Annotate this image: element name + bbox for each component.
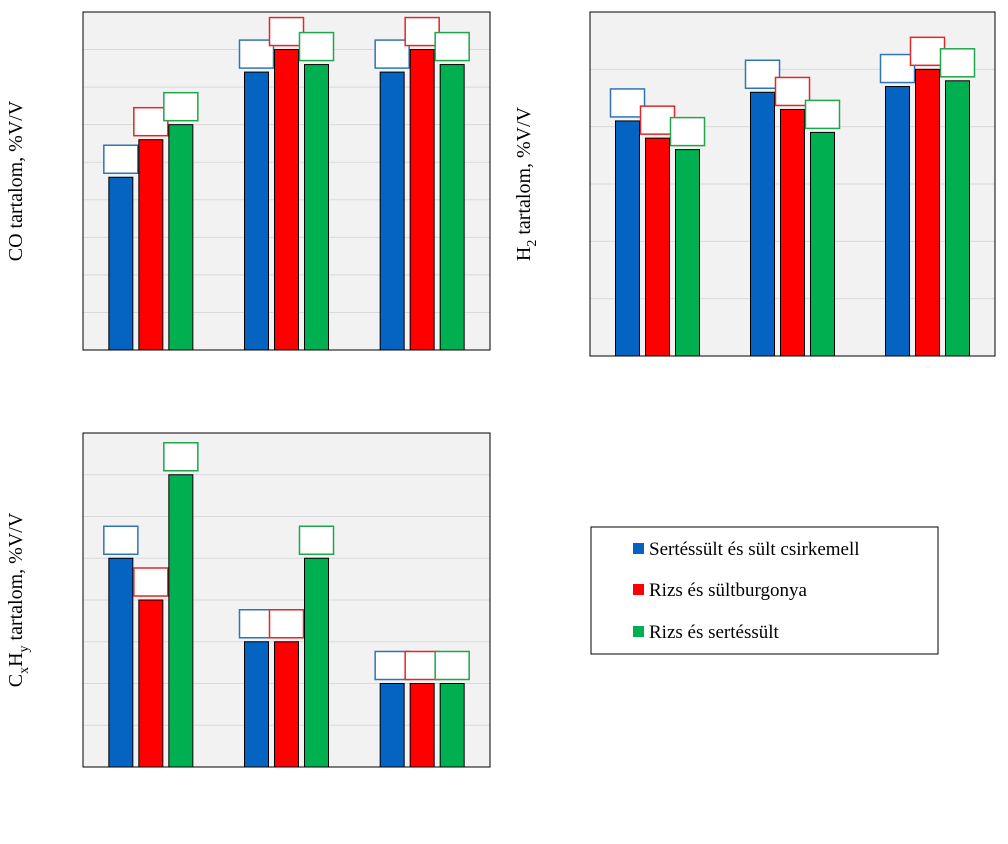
h2-data-label-box	[909, 36, 946, 67]
co-bar-900-series-3	[439, 64, 465, 351]
cxhy-data-label-box	[163, 442, 199, 472]
h2-bar-900-series-3	[945, 80, 970, 357]
h2-bar-900-series-2	[915, 68, 940, 357]
cxhy-bar-725-series-3	[304, 557, 329, 768]
h2-data-label-box	[669, 116, 706, 147]
h2-data-label-box	[639, 105, 676, 135]
cxhy-data-label-box	[133, 567, 169, 597]
co-data-label-box	[374, 39, 410, 69]
co-plot-frame	[82, 11, 491, 351]
cxhy-y-title-rest: tartalom, %V/V	[5, 512, 27, 645]
co-bar-725-series-2	[274, 49, 299, 351]
co-data-label-box	[163, 91, 199, 122]
cxhy-y-title-main2: H	[5, 652, 27, 666]
h2-y-axis-title: H2 tartalom, %V/V	[513, 106, 540, 261]
h2-bar-650-series-1	[615, 120, 640, 357]
co-chart: CO tartalom, %V/V	[5, 11, 491, 351]
co-bar-650-series-1	[108, 176, 134, 351]
cxhy-bar-650-series-3	[168, 474, 194, 768]
cxhy-y-title-main: C	[5, 674, 27, 687]
cxhy-data-label-box	[268, 609, 305, 639]
cxhy-data-label-box	[103, 525, 139, 555]
h2-data-label-box	[744, 59, 781, 90]
co-data-label-box	[238, 39, 275, 69]
legend-swatch-series-1	[633, 543, 644, 554]
co-data-label-box	[103, 144, 139, 174]
h2-bar-650-series-2	[645, 137, 670, 357]
co-bar-725-series-3	[304, 64, 329, 351]
co-data-label-box	[404, 16, 440, 47]
co-bar-650-series-3	[168, 124, 194, 351]
h2-bar-725-series-1	[750, 91, 775, 357]
cxhy-bar-900-series-3	[439, 683, 465, 768]
co-bar-900-series-2	[409, 49, 435, 351]
cxhy-data-label-box	[434, 650, 470, 681]
h2-data-label-box	[939, 48, 976, 78]
co-data-label-box	[434, 31, 470, 62]
legend-label-series-1: Sertéssült és sült csirkemell	[649, 539, 860, 560]
h2-y-title-sub: 2	[525, 240, 540, 247]
legend-frame	[590, 526, 939, 655]
h2-data-label-box	[879, 53, 916, 84]
co-bar-900-series-1	[379, 71, 405, 351]
cxhy-bar-650-series-1	[108, 557, 134, 768]
cxhy-plot-frame	[82, 432, 491, 768]
co-data-label-box	[133, 106, 169, 137]
h2-y-title-main: H	[513, 247, 535, 261]
h2-bar-725-series-2	[780, 108, 805, 357]
cxhy-data-label-box	[404, 650, 440, 681]
h2-data-label-box	[609, 88, 646, 118]
h2-data-label-box	[804, 99, 841, 130]
cxhy-data-label-box	[238, 609, 275, 639]
cxhy-y-title-sub2: y	[17, 645, 32, 652]
legend-swatch-series-3	[633, 626, 644, 637]
h2-bar-900-series-1	[885, 86, 910, 357]
cxhy-bar-725-series-1	[244, 641, 269, 768]
cxhy-bar-900-series-1	[379, 683, 405, 768]
legend-label-series-2: Rizs és sültburgonya	[649, 580, 808, 601]
cxhy-data-label-box	[298, 525, 335, 555]
cxhy-y-title-sub: x	[17, 667, 32, 674]
h2-bar-650-series-3	[675, 149, 700, 357]
h2-chart: H2 tartalom, %V/V	[513, 11, 996, 357]
legend-label-series-3: Rizs és sertéssült	[649, 622, 780, 643]
legend-swatch-series-2	[633, 584, 644, 595]
legend: Sertéssült és sült csirkemell Rizs és sü…	[590, 526, 939, 655]
co-y-axis-title: CO tartalom, %V/V	[5, 100, 27, 261]
h2-plot-frame	[589, 11, 996, 357]
cxhy-bar-725-series-2	[274, 641, 299, 768]
cxhy-chart: CxHy tartalom, %V/V	[5, 432, 491, 768]
h2-bar-725-series-3	[810, 131, 835, 357]
co-data-label-box	[298, 31, 335, 62]
h2-data-label-box	[774, 76, 811, 107]
h2-y-title-rest: tartalom, %V/V	[513, 106, 535, 239]
cxhy-data-label-box	[374, 650, 410, 681]
co-bar-725-series-1	[244, 71, 269, 351]
cxhy-y-axis-title: CxHy tartalom, %V/V	[5, 512, 32, 687]
co-data-label-box	[268, 16, 305, 47]
cxhy-bar-650-series-2	[138, 599, 164, 768]
co-bar-650-series-2	[138, 139, 164, 351]
cxhy-bar-900-series-2	[409, 683, 435, 768]
